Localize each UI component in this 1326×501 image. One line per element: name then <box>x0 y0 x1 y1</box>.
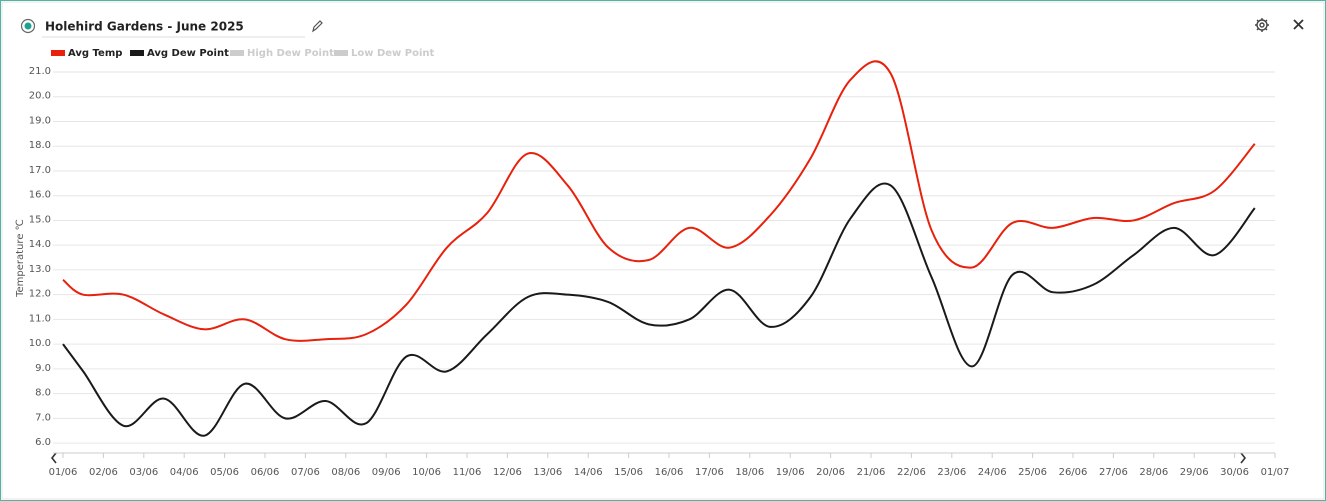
settings-icon[interactable] <box>1255 18 1269 32</box>
y-tick-label: 14.0 <box>29 239 51 250</box>
x-tick-label: 30/06 <box>1220 467 1249 478</box>
x-tick-label: 04/06 <box>170 467 199 478</box>
close-icon[interactable] <box>1293 19 1304 30</box>
y-tick-label: 16.0 <box>29 190 51 201</box>
x-tick-label: 27/06 <box>1099 467 1128 478</box>
x-tick-label: 12/06 <box>493 467 522 478</box>
y-tick-label: 15.0 <box>29 214 51 225</box>
series-line <box>62 182 1256 437</box>
x-tick-label: 14/06 <box>574 467 603 478</box>
legend-swatch <box>51 50 65 56</box>
x-tick-label: 26/06 <box>1059 467 1088 478</box>
axis-labels: 6.0 7.0 8.0 9.0 10.0 11.0 12.0 13.0 14.0 15.0 16.0… <box>29 66 1290 478</box>
y-tick-label: 13.0 <box>29 264 51 275</box>
legend: Avg Temp Avg Dew Point High Dew Point Low D… <box>51 48 435 59</box>
x-tick-label: 06/06 <box>251 467 280 478</box>
legend-label: Avg Temp <box>68 48 122 59</box>
x-tick-label: 08/06 <box>331 467 360 478</box>
x-tick-label: 17/06 <box>695 467 724 478</box>
y-tick-label: 18.0 <box>29 140 51 151</box>
y-tick-label: 17.0 <box>29 165 51 176</box>
legend-label: Avg Dew Point <box>147 48 229 59</box>
x-tick-label: 20/06 <box>816 467 845 478</box>
x-tick-label: 05/06 <box>210 467 239 478</box>
legend-swatch <box>230 50 244 56</box>
y-tick-label: 12.0 <box>29 289 51 300</box>
series-lines <box>62 60 1256 437</box>
series-line <box>62 60 1256 342</box>
x-tick-label: 25/06 <box>1018 467 1047 478</box>
legend-label: Low Dew Point <box>351 48 435 59</box>
y-tick-label: 6.0 <box>35 437 51 448</box>
x-tick-label: 16/06 <box>655 467 684 478</box>
x-tick-label: 02/06 <box>89 467 118 478</box>
next-arrow[interactable] <box>1240 452 1247 464</box>
x-tick-label: 18/06 <box>735 467 764 478</box>
prev-arrow[interactable] <box>50 452 57 464</box>
edit-icon[interactable] <box>312 20 323 33</box>
y-tick-label: 10.0 <box>29 338 51 349</box>
legend-item[interactable]: Avg Temp <box>51 48 122 59</box>
y-tick-label: 11.0 <box>29 313 51 324</box>
x-tick-label: 11/06 <box>453 467 482 478</box>
y-tick-label: 8.0 <box>35 388 51 399</box>
legend-item[interactable]: Avg Dew Point <box>130 48 229 59</box>
y-tick-label: 7.0 <box>35 412 51 423</box>
legend-item[interactable]: High Dew Point <box>230 48 334 59</box>
x-tick-label: 19/06 <box>776 467 805 478</box>
x-tick-label: 01/07 <box>1261 467 1290 478</box>
x-tick-label: 01/06 <box>49 467 78 478</box>
x-tick-label: 22/06 <box>897 467 926 478</box>
legend-label: High Dew Point <box>247 48 334 59</box>
x-tick-label: 29/06 <box>1180 467 1209 478</box>
legend-swatch <box>334 50 348 56</box>
x-tick-label: 24/06 <box>978 467 1007 478</box>
x-tick-label: 09/06 <box>372 467 401 478</box>
x-tick-label: 15/06 <box>614 467 643 478</box>
x-tick-label: 21/06 <box>857 467 886 478</box>
y-axis-title: Temperature ℃ <box>15 219 26 298</box>
legend-item[interactable]: Low Dew Point <box>334 48 435 59</box>
y-tick-label: 9.0 <box>35 363 51 374</box>
x-tick-label: 03/06 <box>129 467 158 478</box>
widget-title: Holehird Gardens - June 2025 <box>45 20 244 34</box>
x-tick-label: 10/06 <box>412 467 441 478</box>
y-tick-label: 20.0 <box>29 91 51 102</box>
y-tick-label: 19.0 <box>29 115 51 126</box>
grid <box>53 71 1276 458</box>
x-tick-label: 07/06 <box>291 467 320 478</box>
x-tick-label: 13/06 <box>533 467 562 478</box>
x-tick-label: 28/06 <box>1139 467 1168 478</box>
status-dot <box>24 22 32 30</box>
y-tick-label: 21.0 <box>29 66 51 77</box>
x-tick-label: 23/06 <box>937 467 966 478</box>
legend-swatch <box>130 50 144 56</box>
